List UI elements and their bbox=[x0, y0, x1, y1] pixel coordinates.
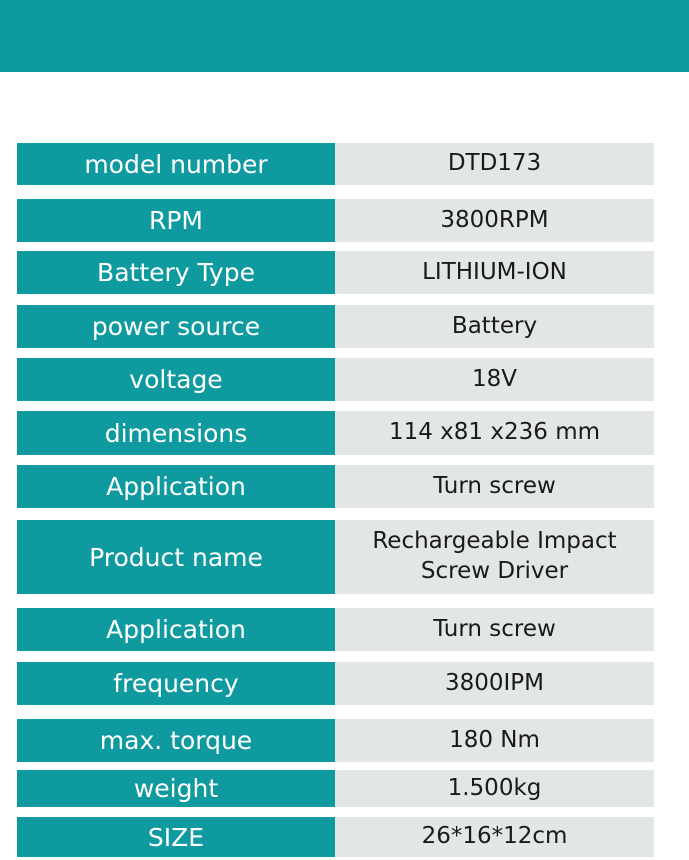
spec-row-weight: weight 1.500kg bbox=[17, 770, 654, 807]
spec-row-battery-type: Battery Type LITHIUM-ION bbox=[17, 251, 654, 294]
spec-value: 114 x81 x236 mm bbox=[335, 411, 654, 455]
spec-label: Application bbox=[17, 608, 335, 651]
spec-row-product-name: Product name Rechargeable Impact Screw D… bbox=[17, 520, 654, 594]
spec-value: 1.500kg bbox=[335, 770, 654, 807]
spec-value: 3800RPM bbox=[335, 199, 654, 242]
spec-value: Turn screw bbox=[335, 465, 654, 508]
spec-row-max-torque: max. torque 180 Nm bbox=[17, 719, 654, 762]
spec-label: Battery Type bbox=[17, 251, 335, 294]
spec-row-application: Application Turn screw bbox=[17, 608, 654, 651]
spec-row-application: Application Turn screw bbox=[17, 465, 654, 508]
spec-value: Turn screw bbox=[335, 608, 654, 651]
spec-value: Rechargeable Impact Screw Driver bbox=[335, 520, 654, 594]
spec-value: DTD173 bbox=[335, 143, 654, 185]
spec-label: dimensions bbox=[17, 411, 335, 455]
spec-label: SIZE bbox=[17, 817, 335, 857]
spec-label: RPM bbox=[17, 199, 335, 242]
spec-value: LITHIUM-ION bbox=[335, 251, 654, 294]
spec-label: power source bbox=[17, 305, 335, 348]
spec-row-model-number: model number DTD173 bbox=[17, 143, 654, 185]
spec-label: voltage bbox=[17, 358, 335, 401]
spec-label: weight bbox=[17, 770, 335, 807]
spec-label: frequency bbox=[17, 662, 335, 705]
spec-row-rpm: RPM 3800RPM bbox=[17, 199, 654, 242]
spec-row-power-source: power source Battery bbox=[17, 305, 654, 348]
spec-row-size: SIZE 26*16*12cm bbox=[17, 817, 654, 857]
spec-value: Battery bbox=[335, 305, 654, 348]
spec-value: 180 Nm bbox=[335, 719, 654, 762]
header-band bbox=[0, 0, 689, 72]
spec-label: Product name bbox=[17, 520, 335, 594]
spec-label: Application bbox=[17, 465, 335, 508]
spec-value: 18V bbox=[335, 358, 654, 401]
spec-row-voltage: voltage 18V bbox=[17, 358, 654, 401]
spec-value: 26*16*12cm bbox=[335, 817, 654, 857]
spec-value: 3800IPM bbox=[335, 662, 654, 705]
spec-label: model number bbox=[17, 143, 335, 185]
spec-label: max. torque bbox=[17, 719, 335, 762]
spec-row-frequency: frequency 3800IPM bbox=[17, 662, 654, 705]
spec-row-dimensions: dimensions 114 x81 x236 mm bbox=[17, 411, 654, 455]
